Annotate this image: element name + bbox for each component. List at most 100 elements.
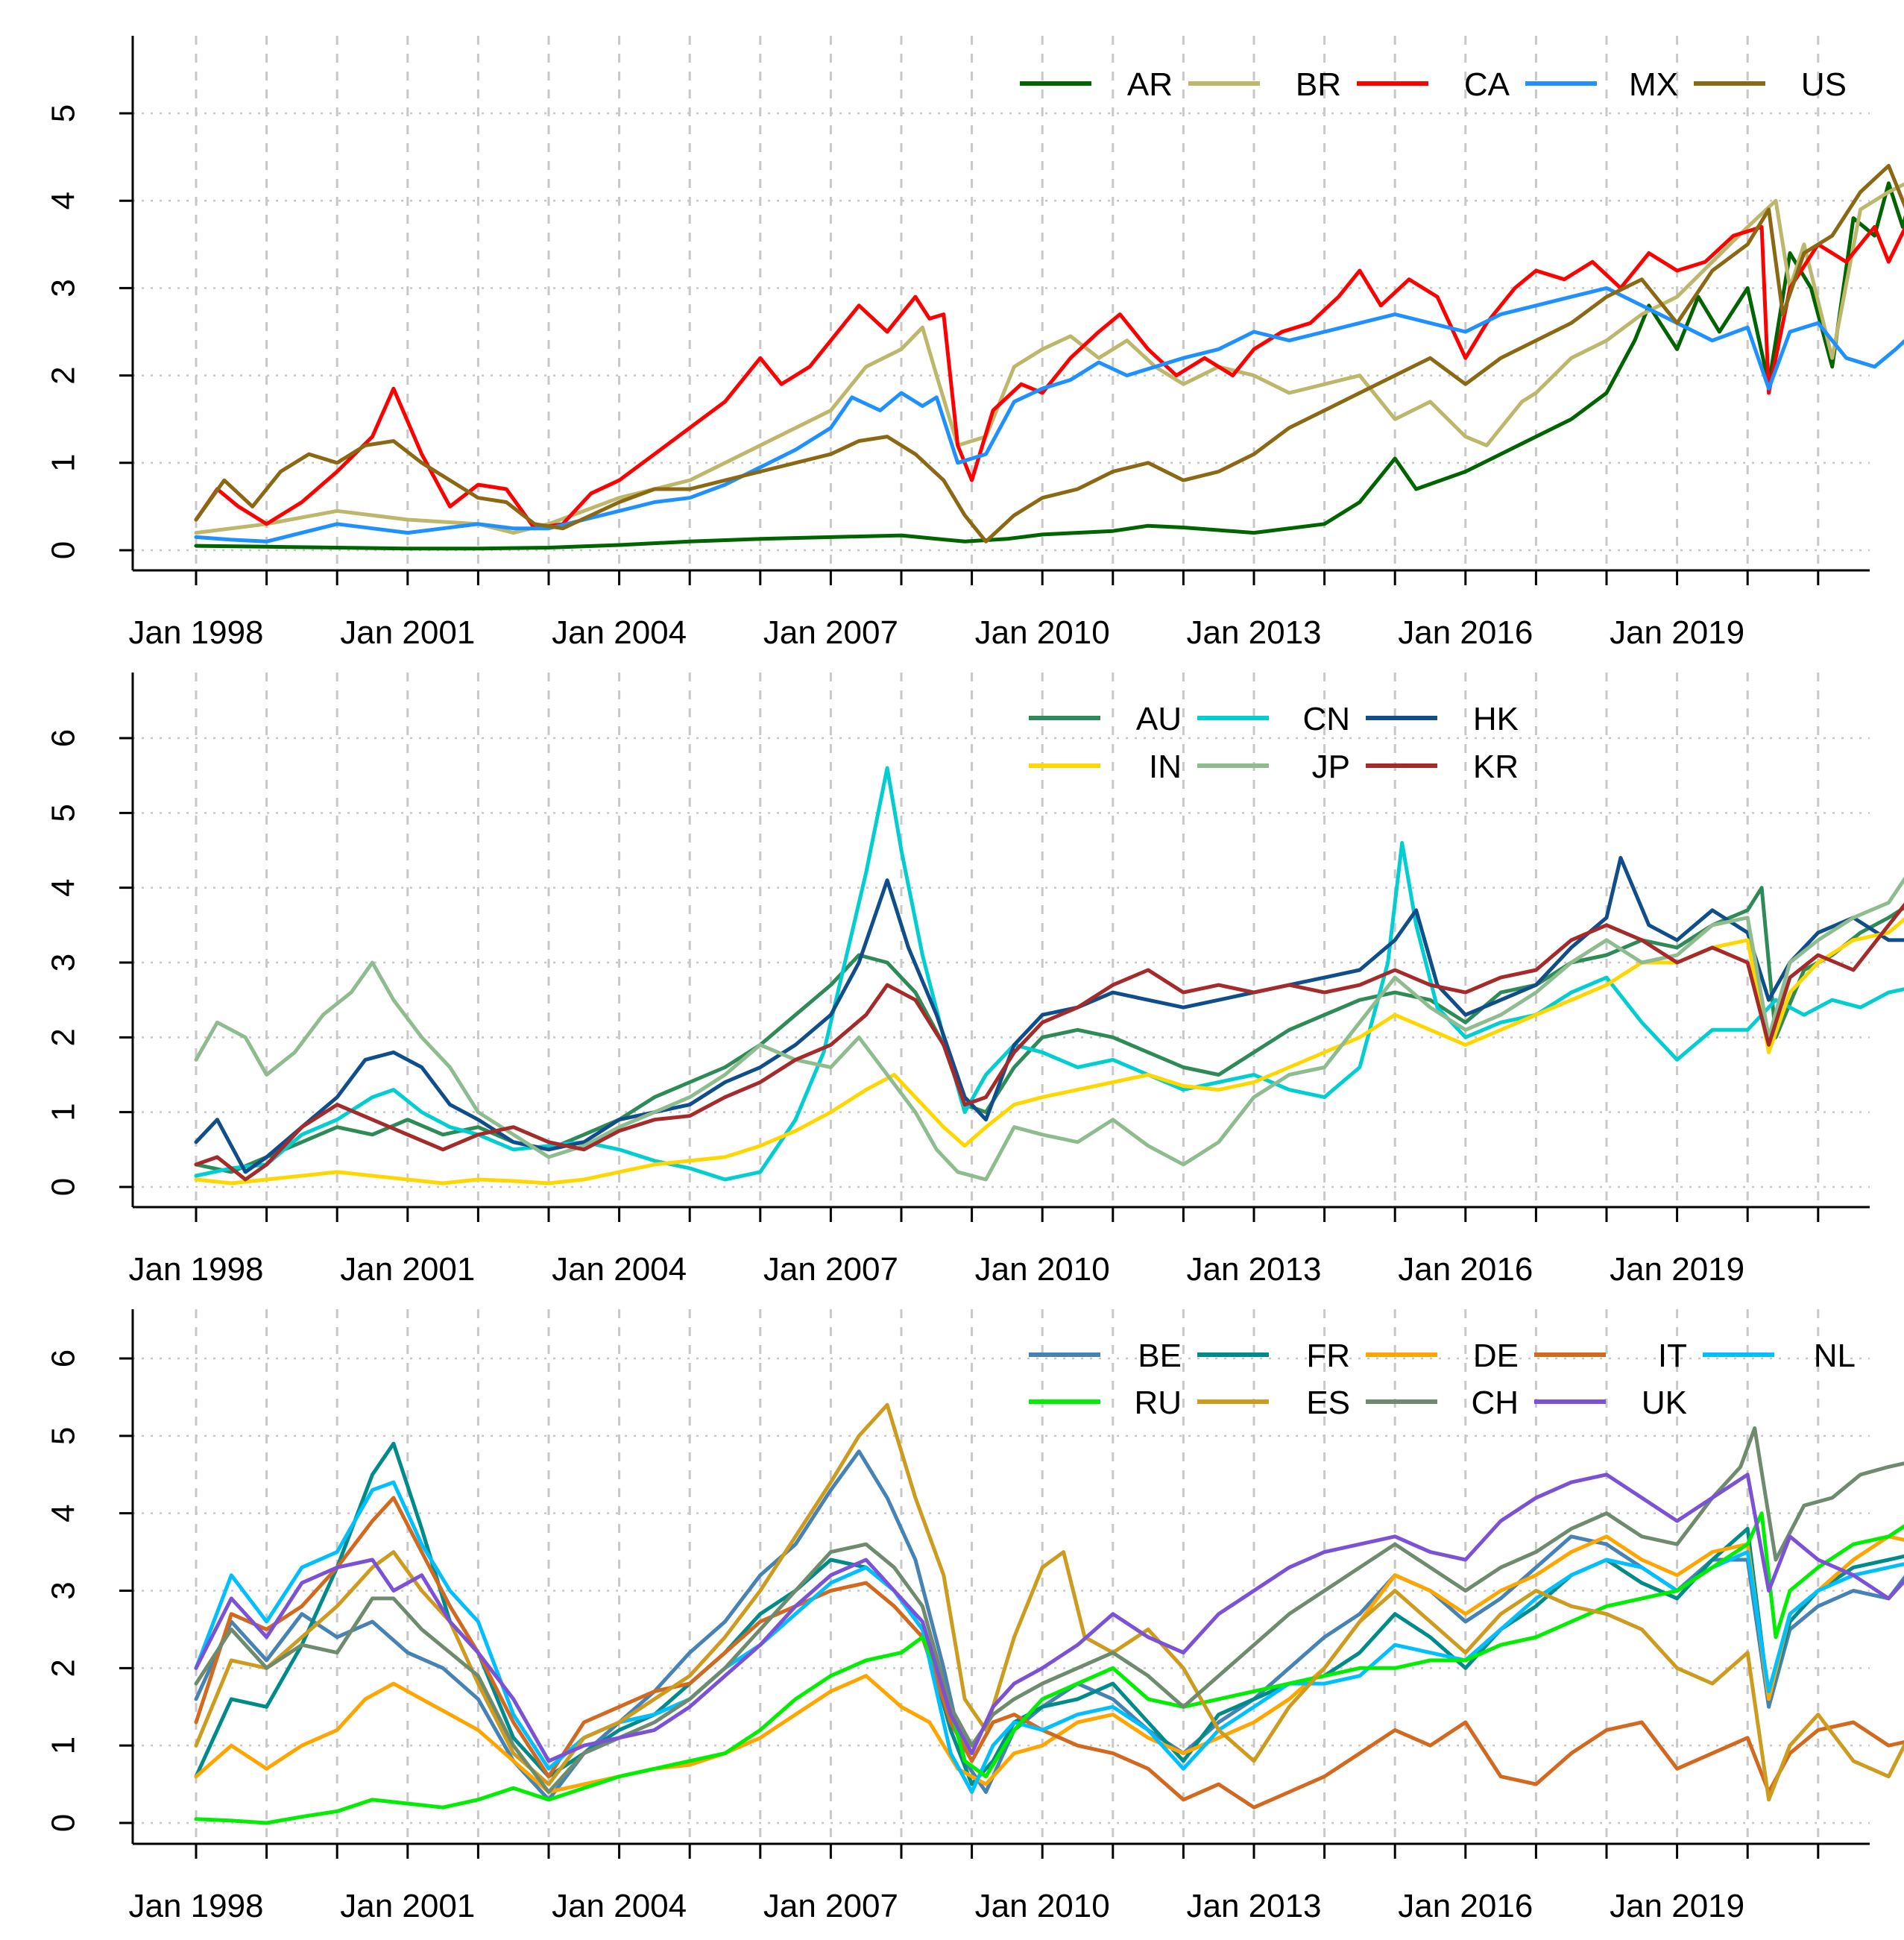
series-line-cn	[194, 766, 1904, 1182]
legend-item-ru: RU	[1029, 1385, 1182, 1421]
series-line-jp	[194, 876, 1904, 1182]
y-tick-label: 1	[45, 454, 82, 472]
y-tick-label: 3	[45, 1581, 82, 1599]
series-line-es	[194, 1402, 1904, 1802]
x-tick-label: Jan 2019	[1610, 1251, 1744, 1288]
legend-label: CH	[1471, 1385, 1519, 1421]
legend-item-kr: KR	[1366, 749, 1519, 785]
x-tick-label: Jan 2019	[1610, 1888, 1744, 1924]
x-tick-label: Jan 2007	[763, 1888, 898, 1924]
x-tick-label: Jan 2004	[552, 614, 687, 651]
legend-item-de: DE	[1366, 1338, 1519, 1374]
x-tick-label: Jan 2001	[340, 1251, 475, 1288]
x-tick-label: Jan 2007	[763, 1251, 898, 1288]
series-line-in	[194, 917, 1904, 1185]
legend-label: RU	[1134, 1385, 1182, 1421]
series-line-nl	[194, 1480, 1904, 1794]
series-line-ar	[194, 181, 1904, 551]
legend-item-in: IN	[1029, 749, 1182, 785]
panel-americas: 0 1 2 3 4 5 Jan 1998 Jan 2001 Jan 2004 Jan 2007 Ja…	[45, 36, 1904, 651]
legend-label: AR	[1127, 66, 1173, 103]
legend-item-mx: MX	[1525, 66, 1678, 103]
legend-label: HK	[1473, 701, 1519, 737]
y-tick-label: 0	[45, 1814, 82, 1832]
legend-label: BR	[1296, 66, 1341, 103]
legend-label: UK	[1642, 1385, 1687, 1421]
legend-label: US	[1801, 66, 1847, 103]
legend-label: IN	[1149, 749, 1182, 785]
legend-item-us: US	[1694, 66, 1847, 103]
legend-item-ar: AR	[1020, 66, 1173, 103]
x-tick-label: Jan 1998	[128, 1888, 263, 1924]
legend-item-es: ES	[1197, 1385, 1350, 1421]
legend-item-cn: CN	[1197, 701, 1350, 737]
legend-item-hk: HK	[1366, 701, 1519, 737]
x-tick-label: Jan 2016	[1398, 1251, 1533, 1288]
legend-item-au: AU	[1029, 701, 1182, 737]
x-tick-label: Jan 2010	[975, 614, 1110, 651]
y-tick-label: 5	[45, 104, 82, 122]
legend-label: CA	[1464, 66, 1510, 103]
y-tick-label: 5	[45, 804, 82, 822]
x-tick-label: Jan 2016	[1398, 614, 1533, 651]
series-line-kr	[194, 902, 1904, 1182]
legend-label: FR	[1306, 1338, 1350, 1374]
y-tick-label: 0	[45, 1178, 82, 1196]
y-tick-label: 0	[45, 541, 82, 559]
x-tick-label: Jan 1998	[128, 1251, 263, 1288]
series-line-hk	[194, 856, 1904, 1174]
legend-label: ES	[1306, 1385, 1350, 1421]
series-line-us	[194, 163, 1904, 544]
legend-item-ca: CA	[1357, 66, 1510, 103]
legend-item-fr: FR	[1197, 1338, 1350, 1374]
series-line-mx	[194, 286, 1904, 544]
series-line-ru	[194, 1511, 1904, 1825]
series-line-uk	[194, 1473, 1904, 1763]
series-line-ch	[194, 1426, 1904, 1794]
legend-item-it: IT	[1534, 1338, 1687, 1374]
series-line-br	[194, 182, 1904, 535]
legend-item-br: BR	[1188, 66, 1341, 103]
x-tick-label: Jan 2010	[975, 1888, 1110, 1924]
y-tick-label: 6	[45, 1350, 82, 1367]
legend-label: AU	[1136, 701, 1182, 737]
series-line-de	[194, 1534, 1904, 1794]
y-tick-label: 4	[45, 192, 82, 210]
legend-label: CN	[1302, 701, 1350, 737]
y-tick-label: 2	[45, 1659, 82, 1677]
legend-label: JP	[1312, 749, 1350, 785]
x-tick-label: Jan 2001	[340, 614, 475, 651]
panel-europe: 0 1 2 3 4 5 6 Jan 1998 Jan 2001 Jan 2004 Jan 2007 J…	[45, 1309, 1904, 1924]
legend: AR BR CA MX US	[1020, 66, 1847, 103]
x-tick-label: Jan 2001	[340, 1888, 475, 1924]
y-tick-label: 1	[45, 1103, 82, 1121]
legend-item-ch: CH	[1366, 1385, 1519, 1421]
y-tick-label: 5	[45, 1427, 82, 1445]
legend-label: IT	[1658, 1338, 1687, 1374]
x-tick-label: Jan 2004	[552, 1888, 687, 1924]
x-tick-label: Jan 2013	[1186, 614, 1321, 651]
panel-asia-pacific: 0 1 2 3 4 5 6 Jan 1998 Jan 2001 Jan 2004 Jan 2007 J…	[45, 673, 1904, 1288]
y-tick-label: 2	[45, 366, 82, 384]
legend-label: MX	[1629, 66, 1678, 103]
series-line-ca	[194, 224, 1904, 531]
x-tick-label: Jan 2013	[1186, 1251, 1321, 1288]
x-tick-label: Jan 2010	[975, 1251, 1110, 1288]
y-tick-label: 1	[45, 1736, 82, 1754]
x-tick-label: Jan 2013	[1186, 1888, 1321, 1924]
x-tick-label: Jan 2004	[552, 1251, 687, 1288]
legend-item-jp: JP	[1197, 749, 1350, 785]
y-tick-label: 3	[45, 954, 82, 971]
legend-item-be: BE	[1029, 1338, 1182, 1374]
legend-label: NL	[1814, 1338, 1856, 1374]
x-tick-label: Jan 2019	[1610, 614, 1744, 651]
legend: AU CN HK IN JP KR	[1029, 701, 1519, 785]
y-tick-label: 2	[45, 1028, 82, 1046]
y-tick-label: 6	[45, 729, 82, 747]
x-tick-label: Jan 1998	[128, 614, 263, 651]
y-tick-label: 4	[45, 1504, 82, 1522]
x-tick-label: Jan 2007	[763, 614, 898, 651]
legend-item-uk: UK	[1534, 1385, 1687, 1421]
legend-item-nl: NL	[1703, 1338, 1856, 1374]
